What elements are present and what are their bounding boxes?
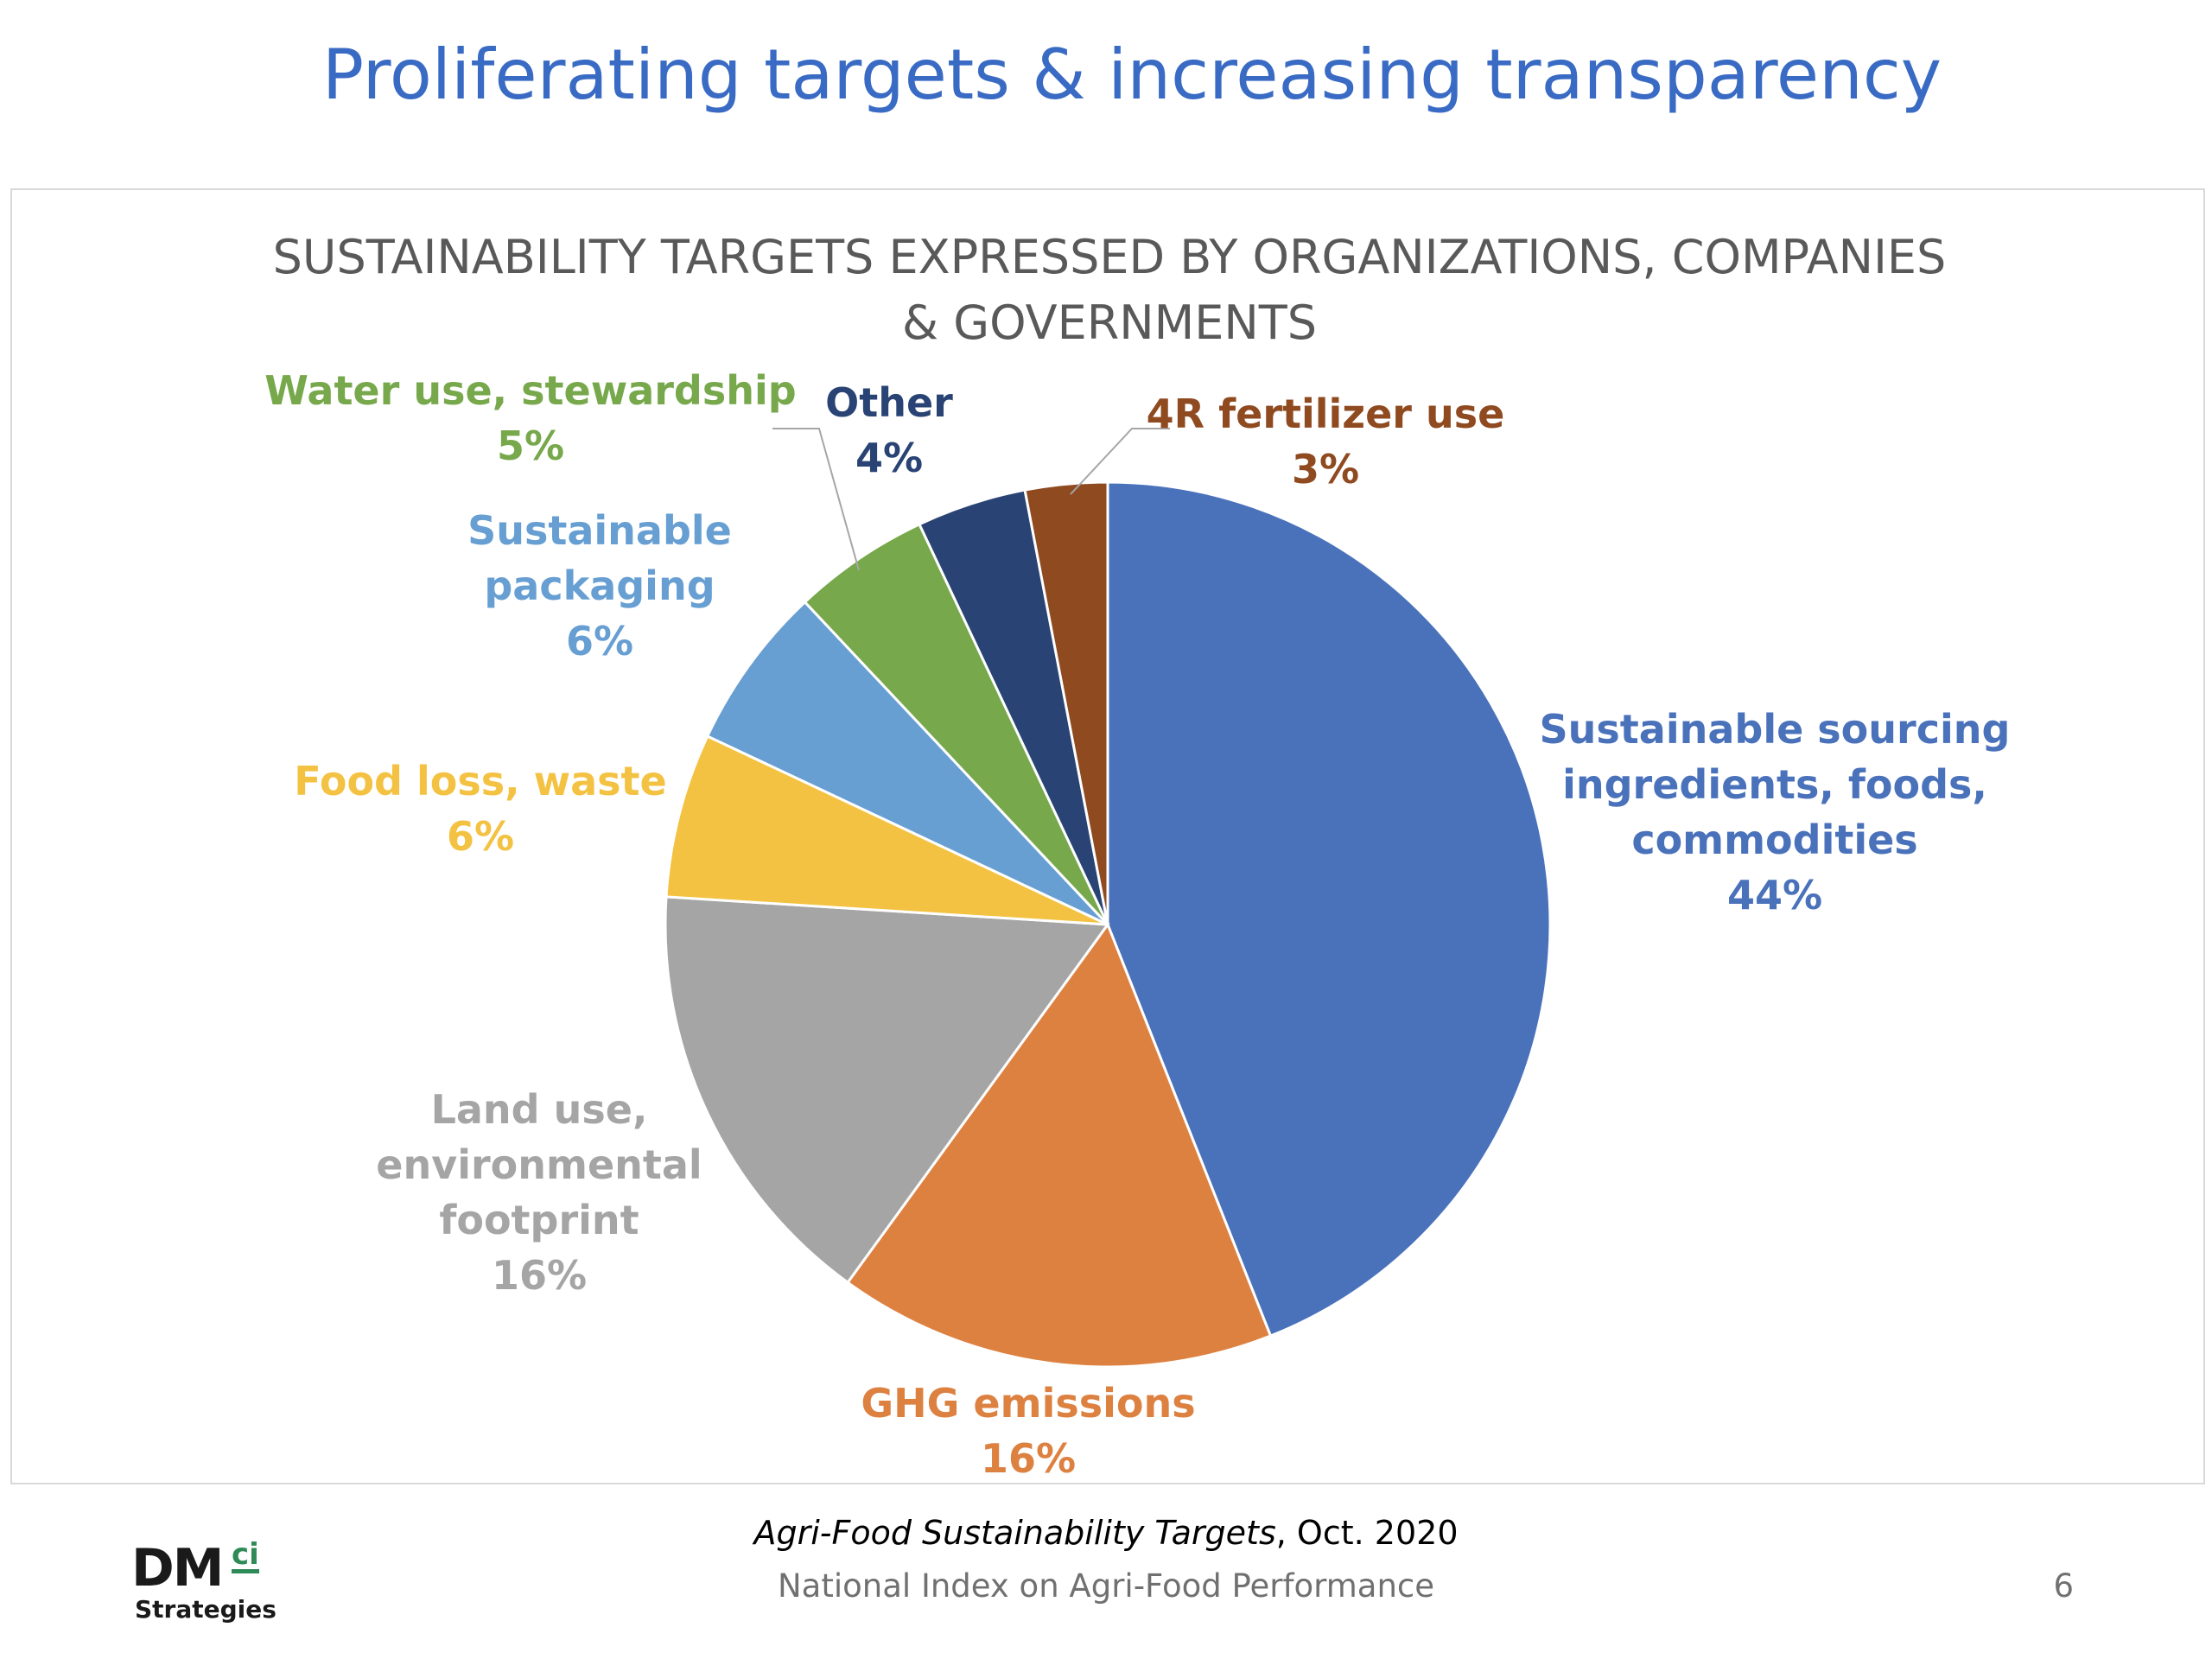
source-title: Agri-Food Sustainability Targets	[753, 1514, 1276, 1552]
pie-slice-2	[664, 895, 1110, 1285]
chart-title: SUSTAINABILITY TARGETS EXPRESSED BY ORGA…	[272, 230, 1947, 350]
slice-name-line: commodities	[1631, 817, 1917, 863]
slice-name-line: packaging	[484, 563, 715, 609]
slice-name-line: Other	[825, 379, 953, 426]
slice-label-2: Land use, environmental footprint 16%	[376, 1086, 702, 1299]
slice-value-label: 3%	[1292, 446, 1359, 493]
slice-name-line: Food loss, waste	[294, 758, 666, 804]
leader-line-5	[772, 428, 860, 571]
slice-label-6: Other 4%	[825, 379, 953, 481]
slice-name-line: Sustainable sourcing	[1540, 706, 2011, 753]
slice-label-7: 4R fertilizer use 3%	[1147, 391, 1505, 493]
slice-name-line: 4R fertilizer use	[1147, 391, 1505, 437]
slice-name-line: GHG emissions	[861, 1380, 1195, 1427]
slice-label-0: Sustainable sourcing ingredients, foods, c…	[1540, 706, 2011, 918]
chart-frame: SUSTAINABILITY TARGETS EXPRESSED BY ORGA…	[10, 188, 2205, 1484]
company-logo: DM ci Strategies	[131, 1538, 276, 1624]
source-citation: Agri-Food Sustainability Targets, Oct. 2…	[0, 1514, 2212, 1552]
slice-name-line: footprint	[439, 1197, 639, 1243]
slice-name-line: Land use,	[431, 1086, 648, 1133]
pie-chart: Sustainable sourcing ingredients, foods, c…	[264, 367, 2011, 1482]
source-date: , Oct. 2020	[1275, 1514, 1459, 1552]
logo-subtitle: Strategies	[135, 1595, 276, 1624]
pie-slice-1	[845, 921, 1273, 1369]
pie-slice-7	[1023, 480, 1109, 925]
footer-text: National Index on Agri-Food Performance	[778, 1567, 1434, 1605]
slice-value-label: 16%	[492, 1252, 587, 1299]
slice-value-label: 16%	[981, 1435, 1076, 1482]
slice-name-line: environmental	[376, 1141, 702, 1188]
slice-label-3: Food loss, waste 6%	[294, 758, 666, 860]
slice-name-line: ingredients, foods,	[1562, 761, 1987, 808]
slice-value-label: 6%	[566, 618, 633, 664]
slice-label-5: Water use, stewardship 5%	[264, 367, 796, 469]
slice-value-label: 44%	[1727, 872, 1822, 918]
pie-slice-5	[803, 522, 1109, 926]
logo-main: DM	[131, 1538, 225, 1599]
slice-value-label: 5%	[497, 423, 564, 469]
pie-slice-4	[705, 600, 1109, 926]
slide-title: Proliferating targets & increasing trans…	[321, 35, 1942, 115]
slice-label-1: GHG emissions 16%	[861, 1380, 1195, 1482]
leader-line-7	[1070, 428, 1170, 495]
page-number: 6	[2053, 1567, 2074, 1605]
pie-slice-0	[1106, 480, 1552, 1338]
logo-superscript: ci	[232, 1537, 259, 1573]
pie-slice-3	[664, 734, 1109, 926]
slice-name-line: Water use, stewardship	[264, 367, 796, 414]
slice-label-4: Sustainable packaging 6%	[467, 507, 732, 664]
slice-value-label: 6%	[447, 813, 514, 860]
slice-name-line: Sustainable	[467, 507, 732, 554]
slice-value-label: 4%	[855, 435, 923, 481]
